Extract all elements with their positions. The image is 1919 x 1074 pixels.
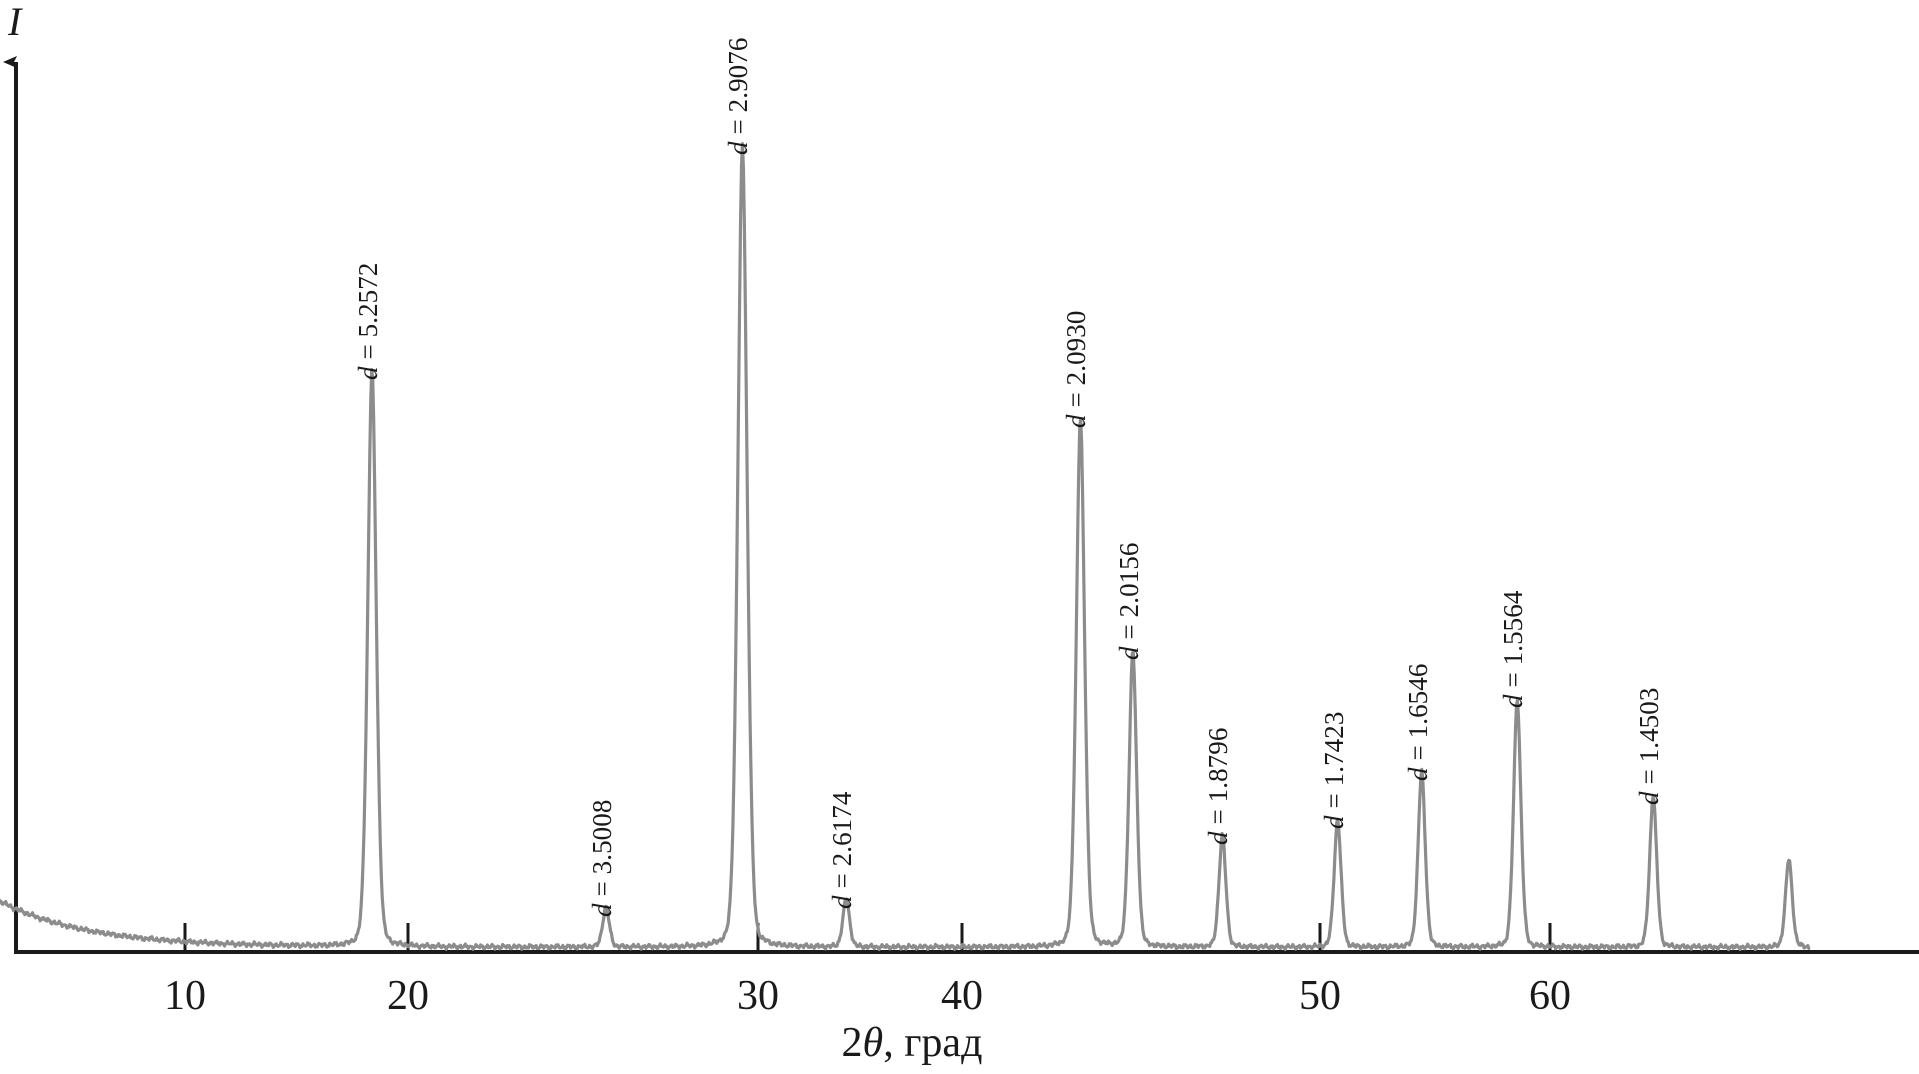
peak-label-d-symbol: d xyxy=(1634,791,1665,805)
peak-label-2-0930: d = 2.0930 xyxy=(1061,310,1092,428)
x-axis-title-suffix: , град xyxy=(883,1020,983,1066)
peak-label-value: = 2.0930 xyxy=(1061,310,1092,415)
peak-label-d-symbol: d xyxy=(1498,694,1529,709)
peak-label-1-5564: d = 1.5564 xyxy=(1498,590,1529,709)
peak-label-2-9076: d = 2.9076 xyxy=(723,37,754,156)
theta-symbol: θ xyxy=(862,1020,884,1066)
peak-label-d-symbol: d xyxy=(1061,414,1092,428)
x-axis-title-prefix: 2 xyxy=(841,1020,863,1066)
x-tick-label-50: 50 xyxy=(1299,973,1341,1019)
peak-label-value: = 2.6174 xyxy=(827,791,858,896)
diffraction-trace xyxy=(0,142,1811,952)
peak-label-value: = 1.6546 xyxy=(1402,663,1433,767)
peak-label-3-5008: d = 3.5008 xyxy=(586,799,617,917)
peak-label-1-8796: d = 1.8796 xyxy=(1203,727,1234,845)
peak-label-value: = 3.5008 xyxy=(586,799,617,904)
peak-label-d-symbol: d xyxy=(1203,831,1234,845)
y-axis-label: I xyxy=(8,0,22,44)
peak-label-1-6546: d = 1.6546 xyxy=(1402,663,1433,781)
peak-label-value: = 1.4503 xyxy=(1634,687,1665,791)
peak-label-d-symbol: d xyxy=(353,365,383,380)
peak-label-value: = 1.7423 xyxy=(1318,711,1349,816)
x-tick-label-30: 30 xyxy=(737,973,779,1019)
peak-label-d-symbol: d xyxy=(1113,646,1144,661)
peak-label-1-7423: d = 1.7423 xyxy=(1318,711,1349,829)
peak-label-d-symbol: d xyxy=(1318,815,1349,829)
peak-label-value: = 2.9076 xyxy=(723,37,754,142)
x-axis-title: 2θ, град xyxy=(842,1022,983,1064)
peak-label-value: = 1.5564 xyxy=(1498,590,1529,695)
peak-label-2-0156: d = 2.0156 xyxy=(1113,542,1144,661)
peak-label-1-4503: d = 1.4503 xyxy=(1634,687,1665,805)
x-tick-label-20: 20 xyxy=(387,973,429,1019)
peak-label-value: = 5.2572 xyxy=(353,262,383,366)
x-tick-label-10: 10 xyxy=(164,973,206,1019)
peak-label-2-6174: d = 2.6174 xyxy=(827,791,858,909)
peak-label-d-symbol: d xyxy=(723,141,754,155)
peak-label-d-symbol: d xyxy=(1402,766,1433,781)
peak-label-value: = 1.8796 xyxy=(1203,727,1234,832)
peak-label-5-2572: d = 5.2572 xyxy=(353,262,383,380)
peak-label-d-symbol: d xyxy=(827,895,858,909)
peak-label-d-symbol: d xyxy=(586,903,617,917)
x-tick-label-40: 40 xyxy=(941,973,983,1019)
peak-label-value: = 2.0156 xyxy=(1113,542,1144,647)
x-tick-label-60: 60 xyxy=(1529,973,1571,1019)
